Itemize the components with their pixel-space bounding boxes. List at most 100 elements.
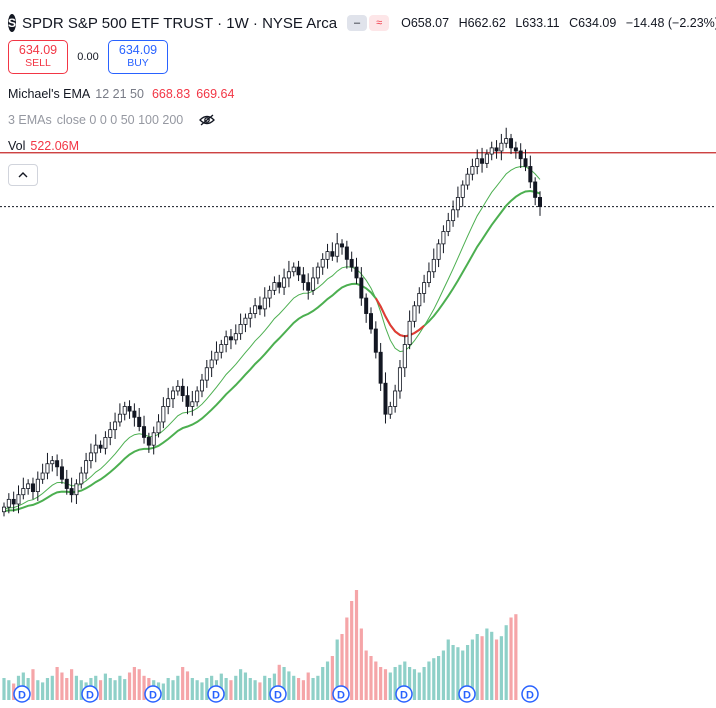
candle-body bbox=[397, 367, 402, 392]
volume-bar bbox=[108, 678, 112, 700]
symbol-title[interactable]: SPDR S&P 500 ETF TRUST · 1W · NYSE Arca bbox=[22, 14, 338, 32]
volume-bar bbox=[137, 669, 141, 700]
volume-bar bbox=[248, 678, 252, 700]
volume-bar bbox=[253, 680, 257, 700]
candle-body bbox=[291, 266, 296, 273]
volume-bar bbox=[451, 645, 455, 700]
volume-bar bbox=[311, 678, 315, 700]
dividend-marker-label: D bbox=[463, 690, 471, 702]
volume-bar bbox=[205, 678, 209, 700]
candle-body bbox=[59, 466, 64, 480]
volume-bar bbox=[36, 680, 40, 700]
candle-body bbox=[238, 323, 243, 335]
volume-bar bbox=[330, 656, 334, 700]
wave-icon[interactable]: ≈ bbox=[369, 15, 390, 31]
high-key: H bbox=[458, 16, 468, 30]
volume-bar bbox=[436, 656, 441, 700]
candle-body bbox=[117, 413, 122, 423]
candle-body bbox=[538, 197, 543, 207]
candle-body bbox=[393, 390, 398, 407]
candle-body bbox=[335, 243, 340, 257]
indicator-params: close 0 0 0 50 100 200 bbox=[56, 113, 184, 127]
volume-bar bbox=[234, 675, 238, 700]
volume-bar bbox=[369, 656, 373, 700]
volume-bar bbox=[296, 678, 301, 700]
candle-body bbox=[378, 351, 383, 384]
buy-button[interactable]: 634.09 BUY bbox=[108, 40, 168, 74]
minus-icon[interactable]: – bbox=[347, 15, 368, 31]
volume-bar bbox=[422, 667, 426, 700]
candle-body bbox=[494, 147, 499, 152]
candle-body bbox=[306, 282, 311, 291]
trade-panel: 634.09 SELL 0.00 634.09 BUY bbox=[8, 40, 708, 74]
candle-body bbox=[282, 277, 287, 288]
dividend-marker-icon bbox=[332, 685, 350, 703]
candle-body bbox=[431, 258, 436, 273]
open-value: 658.07 bbox=[410, 16, 450, 30]
indicator-volume[interactable]: Vol 522.06M bbox=[8, 134, 708, 158]
volume-bar bbox=[383, 669, 388, 700]
candle-body bbox=[204, 367, 209, 381]
ema-bearish-segment bbox=[374, 297, 425, 338]
indicator-michaels-ema[interactable]: Michael's EMA 12 21 50 668.83 669.64 bbox=[8, 82, 708, 106]
candle-body bbox=[475, 158, 480, 167]
high-value: 662.62 bbox=[467, 16, 506, 30]
buy-label: BUY bbox=[127, 57, 149, 69]
symbol-header: S SPDR S&P 500 ETF TRUST · 1W · NYSE Arc… bbox=[8, 10, 716, 36]
volume-bar bbox=[393, 667, 397, 700]
candle-body bbox=[277, 282, 282, 288]
candle-body bbox=[74, 483, 79, 496]
candle-body bbox=[185, 395, 190, 407]
candle-body bbox=[55, 460, 60, 468]
indicator-value: 668.83 bbox=[151, 87, 191, 101]
candle-body bbox=[354, 266, 359, 279]
volume-bar bbox=[499, 636, 503, 700]
candle-body bbox=[132, 410, 137, 418]
candle-body bbox=[156, 421, 161, 434]
volume-bar bbox=[403, 661, 407, 700]
hidden-eye-icon[interactable] bbox=[199, 114, 216, 126]
volume-bar bbox=[200, 682, 204, 700]
volume-bar bbox=[31, 669, 35, 700]
candle-body bbox=[243, 317, 248, 325]
volume-bar bbox=[50, 675, 54, 700]
candle-body bbox=[127, 406, 132, 412]
volume-bar bbox=[267, 678, 272, 700]
indicator-name: Vol bbox=[8, 139, 26, 153]
candle-body bbox=[286, 271, 291, 279]
volume-bar bbox=[480, 636, 484, 700]
candle-body bbox=[484, 153, 489, 164]
indicator-3-emas[interactable]: 3 EMAs close 0 0 0 50 100 200 bbox=[8, 108, 708, 132]
candle-body bbox=[528, 166, 533, 183]
candle-body bbox=[171, 390, 176, 400]
volume-bar bbox=[229, 680, 233, 700]
candle-body bbox=[513, 147, 518, 152]
collapse-legend-button[interactable] bbox=[8, 164, 38, 186]
candle-body bbox=[253, 305, 258, 314]
dividend-marker-icon bbox=[521, 685, 539, 703]
candle-body bbox=[272, 282, 277, 291]
sell-price: 634.09 bbox=[18, 43, 58, 57]
volume-bar bbox=[427, 661, 431, 700]
sell-button[interactable]: 634.09 SELL bbox=[8, 40, 68, 74]
volume-bar bbox=[490, 631, 494, 700]
volume-bar bbox=[306, 672, 310, 700]
volume-bar bbox=[514, 614, 518, 700]
dividend-marker-icon bbox=[458, 685, 476, 703]
candle-body bbox=[84, 460, 89, 474]
candle-body bbox=[6, 498, 11, 508]
candle-body bbox=[219, 344, 224, 353]
indicator-value: 522.06M bbox=[30, 139, 80, 153]
volume-bar bbox=[181, 667, 185, 700]
volume-bar bbox=[461, 650, 465, 700]
dividend-marker-label: D bbox=[400, 690, 408, 702]
dividend-marker-label: D bbox=[18, 690, 26, 702]
volume-bar bbox=[277, 664, 281, 700]
ema-short-line bbox=[3, 165, 541, 510]
volume-bar bbox=[504, 625, 508, 700]
candle-body bbox=[523, 158, 528, 167]
candle-body bbox=[50, 460, 55, 465]
candle-body bbox=[301, 274, 306, 283]
candle-body bbox=[441, 231, 446, 245]
